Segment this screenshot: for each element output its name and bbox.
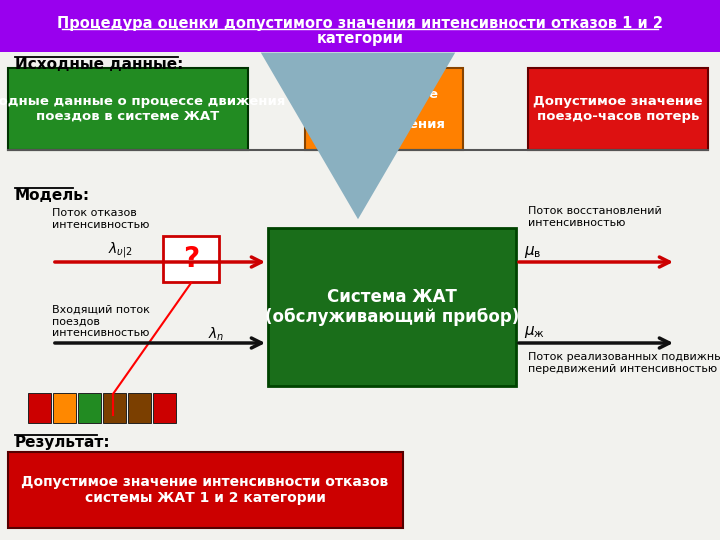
Text: Поток восстановлений
интенсивностью: Поток восстановлений интенсивностью	[528, 206, 662, 227]
Bar	[0, 0, 720, 52]
Text: Регламентное
время
восстановления: Регламентное время восстановления	[323, 87, 446, 131]
Bar	[28, 393, 51, 423]
Text: Входящий поток
поездов
интенсивностью: Входящий поток поездов интенсивностью	[52, 305, 150, 338]
Text: $\lambda_n$: $\lambda_n$	[208, 325, 225, 343]
Text: $\lambda_{\upsilon|2}$: $\lambda_{\upsilon|2}$	[108, 240, 133, 260]
Text: Результат:: Результат:	[15, 435, 111, 450]
Text: категории: категории	[317, 31, 403, 46]
Text: Исходные данные:: Исходные данные:	[15, 57, 184, 72]
Text: Поток отказов
интенсивностью: Поток отказов интенсивностью	[52, 208, 149, 230]
Bar	[103, 393, 126, 423]
Bar	[53, 393, 76, 423]
Text: Поток реализованных подвижных
передвижений интенсивностью: Поток реализованных подвижных передвижен…	[528, 352, 720, 374]
Bar	[305, 68, 463, 150]
Bar	[528, 68, 708, 150]
Bar	[153, 393, 176, 423]
Bar	[268, 228, 516, 386]
Bar	[78, 393, 101, 423]
Text: ?: ?	[183, 245, 199, 273]
Text: Допустимое значение
поездо-часов потерь: Допустимое значение поездо-часов потерь	[534, 95, 703, 123]
Bar	[128, 393, 151, 423]
Text: Модель:: Модель:	[15, 188, 90, 203]
Text: $\mu_{\rm ж}$: $\mu_{\rm ж}$	[524, 324, 545, 340]
Text: Процедура оценки допустимого значения интенсивности отказов 1 и 2: Процедура оценки допустимого значения ин…	[57, 16, 663, 31]
Text: $\mu_{\rm в}$: $\mu_{\rm в}$	[524, 244, 541, 260]
Bar	[163, 236, 219, 282]
Text: Исходные данные о процессе движения
поездов в системе ЖАТ: Исходные данные о процессе движения поез…	[0, 95, 285, 123]
Bar	[8, 68, 248, 150]
Text: Допустимое значение интенсивности отказов
системы ЖАТ 1 и 2 категории: Допустимое значение интенсивности отказо…	[22, 475, 389, 505]
Bar	[8, 452, 403, 528]
Text: Система ЖАТ
(обслуживающий прибор): Система ЖАТ (обслуживающий прибор)	[265, 287, 519, 327]
